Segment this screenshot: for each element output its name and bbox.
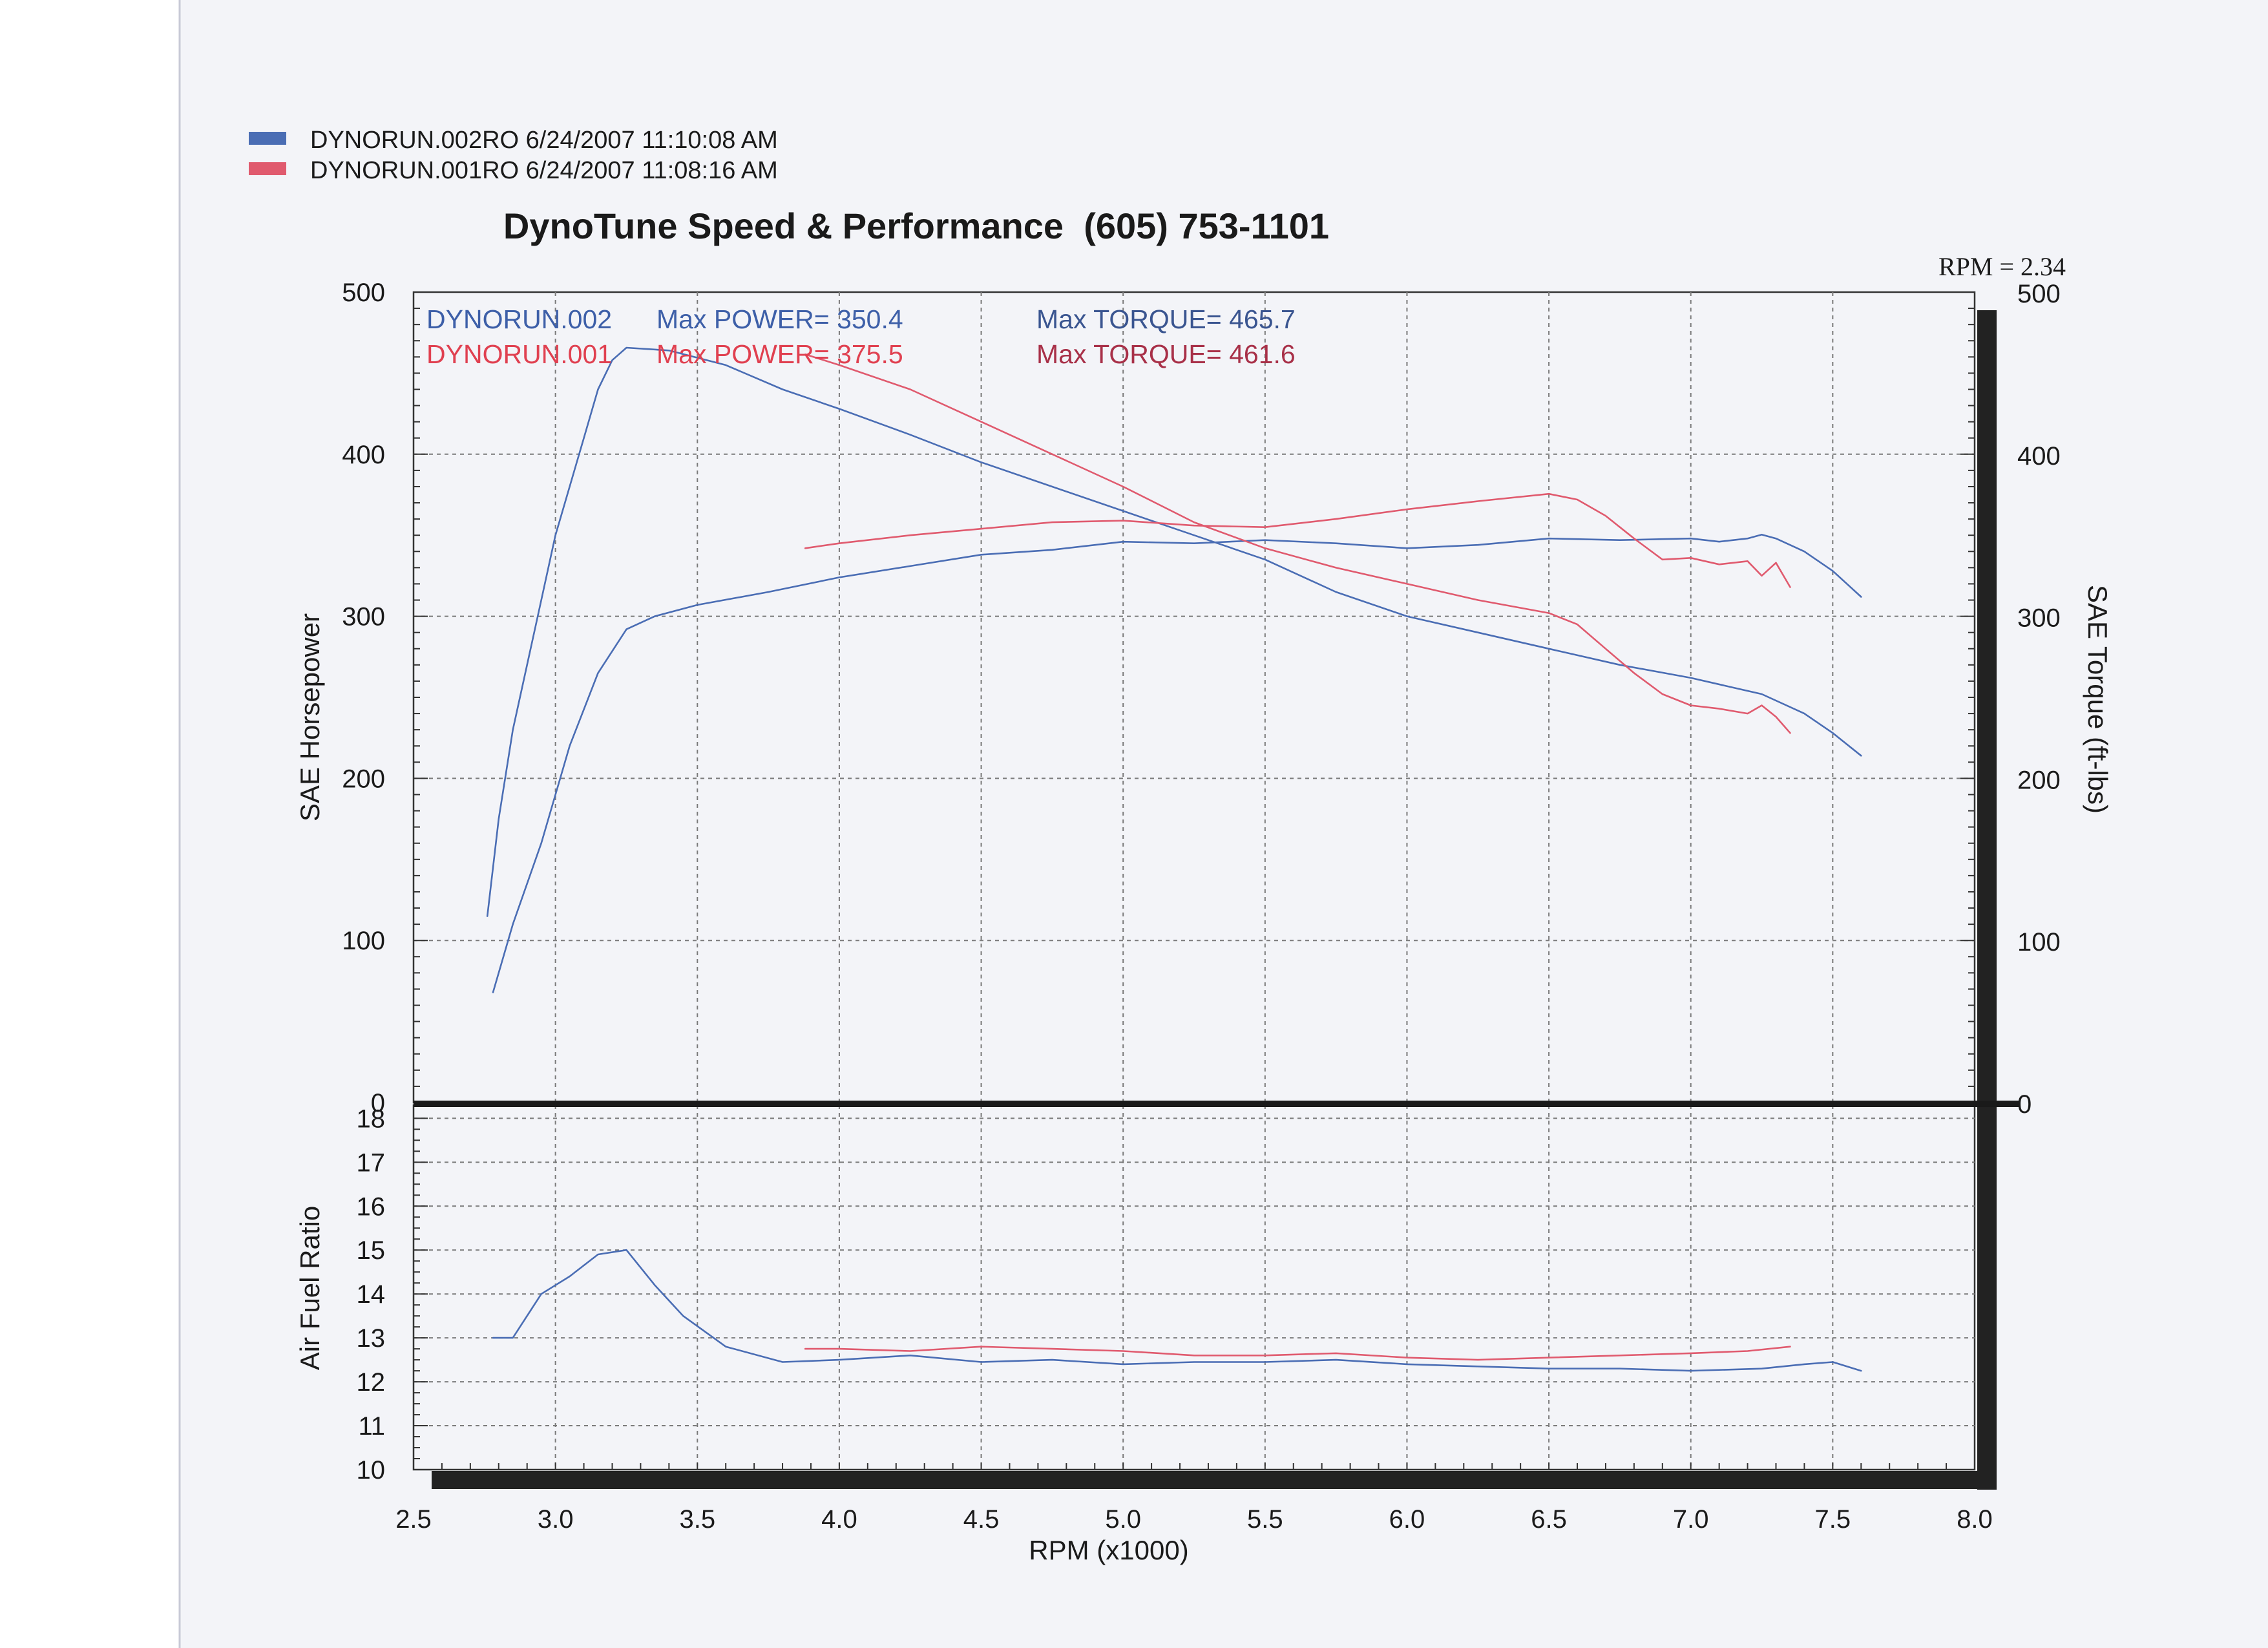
panel-divider-bar [414,1101,2020,1107]
rpm-tick-label: 4.5 [963,1505,1000,1534]
torque-tick-label: 100 [2017,928,2061,956]
summary-power-002: Max POWER= 350.4 [656,304,903,334]
series-line-dynorun-002-0 [492,533,1862,993]
afr-tick-labels: 10 11 12 13 14 15 16 17 18 2.5 3.0 3.5 4.0 4.5 5.0 5.5 6… [357,1104,1993,1534]
rpm-tick-label: 6.5 [1531,1505,1567,1534]
rpm-ratio-label: RPM = 2.34 [1938,252,2066,281]
afr-tick-label: 16 [357,1192,386,1221]
frame-bottom-bar [432,1471,1995,1489]
afr-tick-label: 13 [357,1324,386,1353]
afr-line-dynorun-002 [492,1249,1862,1372]
legend: DYNORUN.002RO 6/24/2007 11:10:08 AM DYNO… [249,127,778,184]
hp-tick-label: 400 [342,441,385,469]
summary-run-002: DYNORUN.002 [426,304,612,334]
power-tick-labels: 0 0 100 100 200 200 300 300 400 400 500 500 [342,279,2061,1119]
rpm-tick-label: 6.0 [1389,1505,1425,1534]
legend-swatch-run-002 [249,132,286,145]
max-values-summary: DYNORUN.002 Max POWER= 350.4 Max TORQUE=… [426,304,1296,369]
afr-tick-label: 14 [357,1280,386,1309]
rpm-tick-label: 5.0 [1105,1505,1141,1534]
afr-line-dynorun-001 [804,1346,1791,1361]
torque-tick-label: 200 [2017,766,2061,794]
afr-tick-label: 11 [358,1412,385,1441]
power-torque-plot: 0 0 100 100 200 200 300 300 400 400 500 500 [342,279,2061,1119]
rpm-tick-label: 7.5 [1815,1505,1851,1534]
afr-minor-ticks [413,1117,1975,1470]
rpm-tick-label: 3.0 [538,1505,574,1534]
torque-tick-label: 0 [2017,1090,2032,1119]
rpm-tick-label: 5.5 [1247,1505,1283,1534]
hp-tick-label: 0 [371,1089,385,1117]
y2-axis-label-torque: SAE Torque (ft-lbs) [2083,585,2113,814]
rpm-tick-label: 7.0 [1673,1505,1709,1534]
legend-label-run-002: DYNORUN.002RO 6/24/2007 11:10:08 AM [310,127,778,154]
legend-label-run-001: DYNORUN.001RO 6/24/2007 11:08:16 AM [310,157,778,184]
power-torque-series [486,346,1862,993]
frame-right-bar [1977,310,1997,1490]
chart-title: DynoTune Speed & Performance (605) 753-1… [503,206,1329,246]
afr-series [492,1249,1862,1372]
summary-power-001: Max POWER= 375.5 [656,339,903,369]
afr-tick-label: 18 [357,1104,386,1133]
y-axis-label-afr: Air Fuel Ratio [295,1206,325,1370]
summary-torque-001: Max TORQUE= 461.6 [1036,339,1296,369]
paper [180,0,2268,1648]
series-line-dynorun-001-2 [804,492,1791,588]
rpm-tick-label: 4.0 [821,1505,857,1534]
x-axis-label: RPM (x1000) [1029,1535,1188,1565]
hp-tick-label: 500 [342,279,385,307]
hp-tick-label: 300 [342,603,385,631]
air-fuel-ratio-plot: 10 11 12 13 14 15 16 17 18 2.5 3.0 3.5 4.0 4.5 5.0 5.5 6… [357,1104,1993,1534]
afr-tick-label: 12 [357,1368,386,1397]
rpm-tick-label: 3.5 [679,1505,715,1534]
afr-tick-label: 10 [357,1456,386,1484]
afr-tick-label: 15 [357,1236,386,1265]
afr-tick-label: 17 [357,1148,386,1177]
summary-run-001: DYNORUN.001 [426,339,612,369]
hp-tick-label: 100 [342,927,385,955]
rpm-tick-label: 2.5 [395,1505,432,1534]
power-minor-ticks [414,291,1975,1103]
torque-tick-label: 300 [2017,604,2061,633]
summary-torque-002: Max TORQUE= 465.7 [1036,304,1296,334]
series-line-dynorun-002-1 [486,346,1862,917]
torque-tick-label: 400 [2017,442,2061,470]
y-axis-label-horsepower: SAE Horsepower [295,613,325,821]
legend-swatch-run-001 [249,162,286,175]
rpm-tick-label: 8.0 [1957,1505,1993,1534]
torque-tick-label: 500 [2017,280,2061,308]
hp-tick-label: 200 [342,765,385,793]
series-line-dynorun-001-3 [804,354,1791,734]
afr-grid [412,1104,1976,1471]
